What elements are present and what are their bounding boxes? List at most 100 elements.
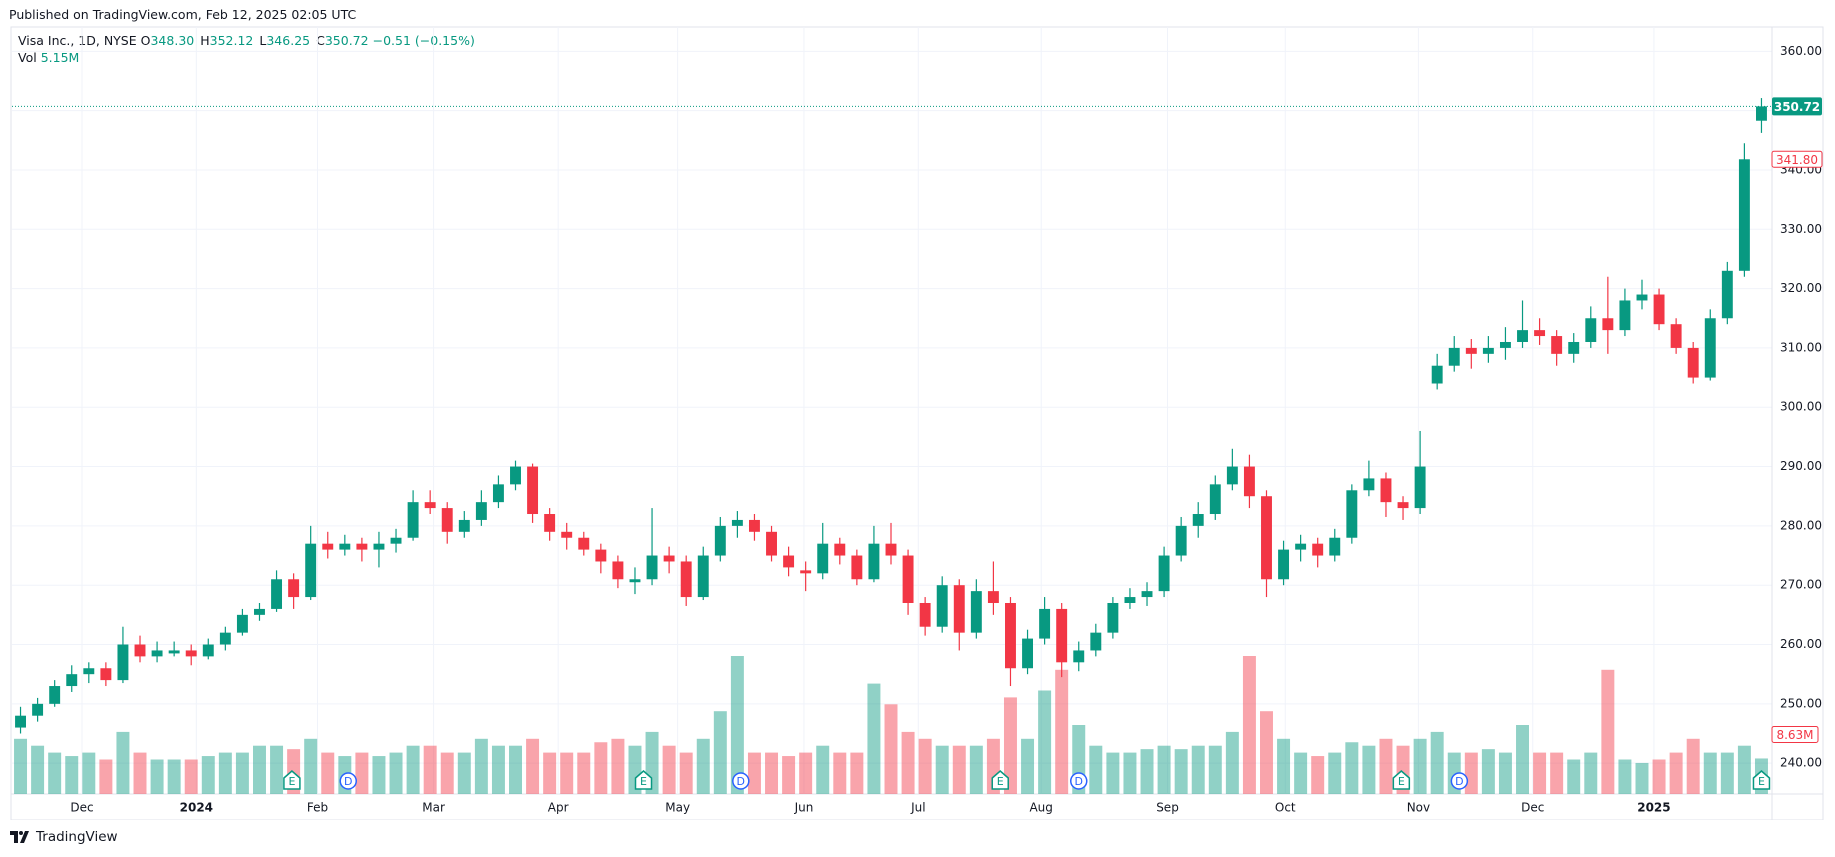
x-tick-label: Feb: [307, 801, 328, 815]
candle-body: [544, 514, 556, 532]
symbol: Visa Inc., 1D, NYSE: [18, 33, 137, 48]
volume-bar: [1055, 669, 1069, 794]
earnings-marker: [634, 770, 653, 790]
volume-bar: [167, 759, 181, 794]
x-tick-label: Nov: [1407, 801, 1430, 815]
candle-body: [1192, 514, 1204, 526]
ohlc-values: O348.30 H352.12 L346.25 C350.72: [141, 33, 369, 48]
event-label: E: [288, 775, 295, 788]
candle-body: [612, 561, 624, 580]
volume-bar: [1430, 731, 1444, 794]
volume-bar: [765, 752, 779, 794]
volume-bar: [1516, 725, 1530, 794]
volume-bar: [150, 759, 164, 794]
candle-body: [1551, 336, 1563, 354]
candle-body: [1022, 638, 1034, 669]
ohlc-value: 346.25: [266, 33, 311, 48]
candle-body: [1005, 602, 1016, 669]
candle-body: [100, 668, 112, 681]
volume-bar: [1601, 669, 1615, 794]
volume-bar: [1140, 749, 1154, 794]
candle-body: [834, 543, 846, 556]
volume-bar: [969, 745, 983, 794]
candle-body: [407, 502, 419, 538]
volume-axis-label: 8.63M: [1776, 728, 1813, 742]
volume-bar: [543, 752, 557, 794]
volume-bar: [201, 756, 215, 794]
ohlc-key: O: [140, 33, 151, 48]
volume-bar: [31, 745, 45, 794]
volume-bar: [406, 745, 420, 794]
volume-bar: [82, 752, 96, 794]
volume-bar: [440, 752, 454, 794]
ohlc-item: L346.25: [259, 33, 310, 48]
volume-bar: [1703, 752, 1717, 794]
y-tick-label: 320.00: [1780, 281, 1822, 295]
candle-body: [646, 555, 658, 580]
candle-body: [1295, 543, 1307, 550]
candle-body: [1568, 341, 1580, 354]
earnings-marker: [283, 770, 301, 790]
candle-body: [868, 543, 880, 580]
event-label: E: [1398, 775, 1405, 788]
volume-bar: [1225, 731, 1239, 794]
candle-body: [219, 632, 231, 645]
candle-body: [1414, 466, 1426, 509]
candle-body: [1670, 324, 1682, 348]
event-label: D: [344, 775, 352, 788]
candle-body: [32, 703, 44, 716]
candle-body: [629, 579, 641, 583]
candle-body: [373, 543, 385, 550]
volume-bar: [1533, 752, 1547, 794]
brand-logo: TradingView: [10, 829, 118, 845]
volume-bar: [696, 738, 710, 794]
volume-bar: [321, 752, 335, 794]
candle-body: [1380, 478, 1392, 503]
volume-bar: [594, 742, 608, 794]
volume-bar: [423, 745, 437, 794]
volume-bar: [730, 656, 744, 794]
volume-bar: [1328, 752, 1342, 794]
volume-bar: [389, 752, 403, 794]
volume-bar: [1652, 759, 1666, 794]
volume-bar: [1003, 697, 1017, 794]
volume-bar: [372, 756, 386, 794]
candle-body: [492, 484, 504, 503]
candle-body: [1346, 490, 1358, 538]
candle-body: [1704, 318, 1716, 378]
volume-bar: [1311, 756, 1325, 794]
candle-body: [1585, 318, 1597, 342]
last-price-label: 350.72: [1774, 100, 1820, 114]
candle-body: [1738, 159, 1750, 271]
volume-bar: [355, 752, 369, 794]
y-tick-label: 260.00: [1780, 637, 1822, 651]
candle-body: [800, 570, 812, 574]
event-label: E: [1758, 775, 1765, 788]
ohlc-key: L: [259, 33, 267, 48]
volume-bar: [133, 752, 147, 794]
candle-body: [1278, 549, 1290, 580]
volume-bar: [1038, 690, 1052, 794]
volume-bar: [662, 745, 676, 794]
candle-body: [202, 644, 214, 657]
candle-body: [817, 543, 829, 574]
volume-bar: [474, 738, 488, 794]
last-price-box: [1772, 97, 1822, 116]
volume-bar: [1174, 749, 1188, 794]
volume-bar: [679, 752, 693, 794]
x-tick-label: Mar: [422, 801, 445, 815]
volume-bar: [1242, 656, 1256, 794]
volume-bar: [918, 738, 932, 794]
volume-bar: [799, 752, 813, 794]
ohlc-value: 352.12: [209, 33, 254, 48]
x-tick-label: May: [665, 801, 690, 815]
volume-bar: [1464, 752, 1478, 794]
volume-bar: [884, 704, 898, 794]
candle-body: [1329, 537, 1341, 556]
candle-body: [1312, 543, 1324, 556]
brand-name: TradingView: [36, 829, 118, 845]
ohlc-value: 348.30: [150, 33, 195, 48]
candle-body: [510, 466, 521, 485]
candle-body: [663, 555, 675, 562]
